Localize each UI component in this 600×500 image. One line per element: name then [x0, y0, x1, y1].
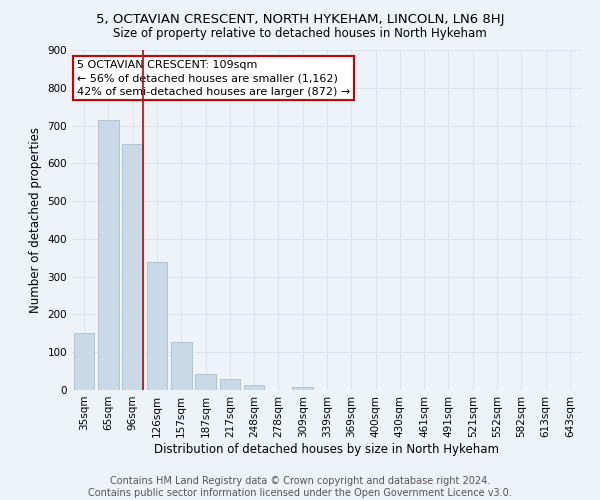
Bar — [220, 378, 240, 390]
Text: Size of property relative to detached houses in North Hykeham: Size of property relative to detached ho… — [113, 28, 487, 40]
Text: 5 OCTAVIAN CRESCENT: 109sqm
← 56% of detached houses are smaller (1,162)
42% of : 5 OCTAVIAN CRESCENT: 109sqm ← 56% of det… — [77, 60, 350, 96]
Text: Contains HM Land Registry data © Crown copyright and database right 2024.
Contai: Contains HM Land Registry data © Crown c… — [88, 476, 512, 498]
Y-axis label: Number of detached properties: Number of detached properties — [29, 127, 42, 313]
Bar — [98, 120, 119, 390]
Bar — [74, 334, 94, 390]
Bar — [171, 342, 191, 390]
Bar — [122, 144, 143, 390]
Bar — [292, 386, 313, 390]
Bar — [146, 262, 167, 390]
Bar — [195, 374, 216, 390]
Bar — [244, 386, 265, 390]
X-axis label: Distribution of detached houses by size in North Hykeham: Distribution of detached houses by size … — [155, 442, 499, 456]
Text: 5, OCTAVIAN CRESCENT, NORTH HYKEHAM, LINCOLN, LN6 8HJ: 5, OCTAVIAN CRESCENT, NORTH HYKEHAM, LIN… — [96, 12, 504, 26]
